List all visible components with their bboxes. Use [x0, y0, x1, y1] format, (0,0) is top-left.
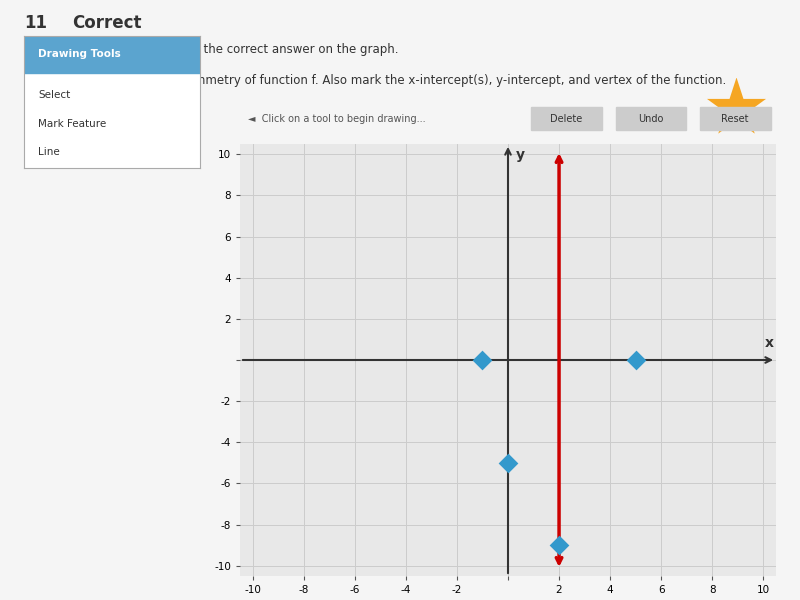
Text: Select: Select [38, 91, 70, 100]
Text: Correct: Correct [72, 13, 142, 31]
Bar [700, 107, 770, 130]
Bar [615, 107, 686, 130]
Point [553, 541, 566, 550]
Text: Reset: Reset [722, 113, 749, 124]
Point [476, 355, 489, 365]
Bar [531, 107, 602, 130]
Point [730, 103, 742, 113]
Text: x: x [765, 336, 774, 350]
Text: Drawing Tools: Drawing Tools [38, 49, 121, 59]
Text: Draw a line for the axis of symmetry of function f. Also mark the x-intercept(s): Draw a line for the axis of symmetry of … [24, 74, 726, 87]
Bar [24, 36, 200, 73]
Text: Mark Feature: Mark Feature [38, 119, 106, 130]
Text: Use the drawing tools to form the correct answer on the graph.: Use the drawing tools to form the correc… [24, 43, 398, 56]
Text: ◄  Click on a tool to begin drawing...: ◄ Click on a tool to begin drawing... [248, 113, 426, 124]
Text: f(x) = x² − 4x − 5: f(x) = x² − 4x − 5 [24, 101, 137, 115]
Point [502, 458, 514, 467]
Text: 11: 11 [24, 13, 47, 31]
Text: y: y [516, 148, 525, 162]
Point [630, 355, 642, 365]
Text: Delete: Delete [550, 113, 582, 124]
Text: Line: Line [38, 147, 60, 157]
Text: Undo: Undo [638, 113, 663, 124]
